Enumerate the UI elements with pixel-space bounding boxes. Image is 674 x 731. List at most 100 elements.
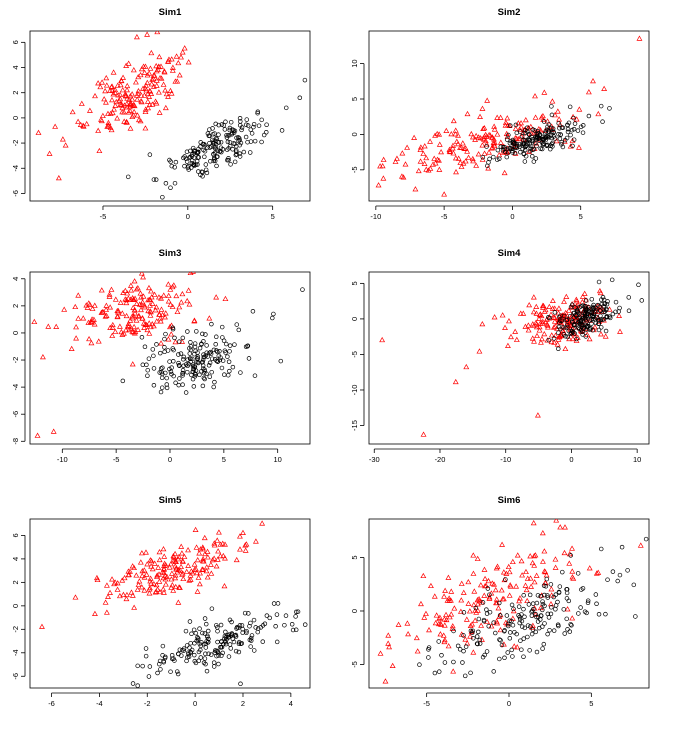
data-point	[546, 122, 552, 127]
data-point	[522, 144, 528, 150]
data-point	[571, 137, 577, 142]
panel-title: Sim6	[498, 495, 521, 506]
data-point	[131, 108, 138, 115]
data-point	[613, 299, 619, 305]
data-point	[564, 606, 571, 612]
data-point	[543, 572, 550, 578]
data-point	[497, 156, 502, 162]
data-point	[577, 321, 583, 327]
data-point	[452, 131, 459, 137]
data-point	[214, 556, 221, 562]
data-point	[230, 127, 235, 132]
data-point	[173, 159, 179, 165]
data-point	[504, 149, 510, 155]
data-point	[186, 361, 191, 367]
data-point	[227, 143, 233, 149]
data-point	[127, 282, 134, 288]
data-point	[153, 62, 160, 69]
data-point	[155, 89, 162, 95]
data-point	[583, 322, 589, 328]
data-point	[161, 68, 168, 74]
data-point	[92, 92, 98, 99]
data-point	[441, 637, 448, 643]
x-tick-label: 0	[510, 212, 514, 221]
data-point	[146, 87, 153, 93]
y-tick-label: 0	[11, 604, 20, 608]
data-point	[561, 298, 567, 304]
data-point	[146, 356, 152, 361]
data-point	[160, 565, 167, 571]
series-triangle	[35, 31, 192, 181]
data-point	[131, 564, 137, 571]
data-point	[555, 599, 560, 605]
data-point	[613, 309, 618, 315]
data-point	[636, 35, 643, 41]
data-point	[232, 159, 238, 165]
data-point	[183, 628, 189, 634]
data-point	[138, 306, 144, 313]
data-point	[578, 124, 584, 130]
data-point	[202, 367, 207, 372]
data-point	[223, 629, 228, 635]
data-point	[239, 127, 244, 133]
data-point	[214, 163, 219, 169]
data-point	[45, 323, 52, 329]
data-point	[556, 132, 561, 137]
data-point	[187, 619, 193, 624]
data-point	[148, 294, 155, 300]
data-point	[97, 83, 104, 90]
data-point	[536, 324, 543, 330]
data-point	[557, 320, 562, 325]
data-point	[562, 345, 569, 352]
data-point	[96, 147, 103, 154]
data-point	[165, 93, 171, 99]
data-point	[52, 123, 59, 129]
data-point	[146, 320, 153, 326]
data-point	[600, 119, 605, 124]
data-point	[542, 621, 547, 626]
x-tick-label: 5	[589, 699, 593, 708]
series-circle	[125, 77, 308, 200]
data-point	[102, 99, 109, 105]
data-point	[107, 324, 114, 330]
data-point	[147, 575, 154, 581]
x-tick-label: 2	[241, 699, 245, 708]
y-tick-label: 6	[11, 40, 20, 44]
data-point	[168, 90, 175, 96]
data-point	[617, 305, 622, 311]
data-point	[203, 162, 209, 167]
data-point	[569, 615, 576, 621]
data-point	[177, 363, 182, 368]
data-point	[522, 117, 529, 123]
data-point	[228, 646, 234, 651]
y-tick-label: 5	[350, 97, 359, 101]
data-point	[522, 614, 527, 619]
data-point	[607, 106, 612, 111]
data-point	[423, 610, 429, 616]
data-point	[193, 544, 200, 550]
data-point	[148, 90, 155, 97]
data-point	[380, 175, 387, 181]
data-point	[234, 322, 240, 327]
data-point	[218, 148, 223, 154]
data-point	[443, 127, 450, 133]
data-point	[129, 91, 136, 97]
data-point	[559, 140, 564, 145]
data-point	[531, 147, 536, 152]
data-point	[109, 87, 116, 93]
data-point	[178, 550, 185, 556]
data-point	[518, 149, 523, 155]
data-point	[172, 572, 179, 578]
data-point	[207, 145, 213, 150]
data-point	[72, 594, 79, 600]
data-point	[218, 645, 224, 650]
data-point	[607, 314, 612, 319]
data-point	[179, 49, 186, 55]
data-point	[111, 106, 117, 112]
data-point	[549, 605, 554, 610]
data-point	[130, 681, 136, 686]
data-point	[589, 321, 594, 326]
data-point	[158, 340, 164, 346]
